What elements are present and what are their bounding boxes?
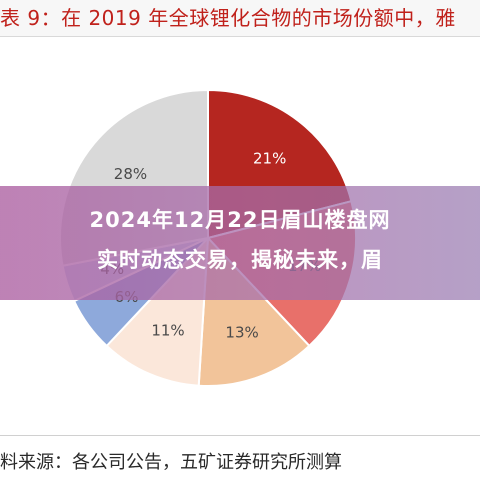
source-note: 料来源：各公司公告，五矿证券研究所测算 [0,452,342,473]
slice-label-11pct: 11% [151,321,184,339]
headline-line-2: 实时动态交易，揭秘未来，眉 [97,248,383,272]
slice-label-28pct: 28% [114,165,147,183]
figure-header: 表 9：在 2019 年全球锂化合物的市场份额中，雅 [0,0,480,37]
figure-title: 表 9：在 2019 年全球锂化合物的市场份额中，雅 [0,6,456,30]
footer-divider [0,435,480,436]
headline-overlay [0,186,480,300]
slice-label-21pct: 21% [253,149,286,167]
slice-label-13pct: 13% [225,324,258,342]
headline-line-1: 2024年12月22日眉山楼盘网 [89,208,391,232]
